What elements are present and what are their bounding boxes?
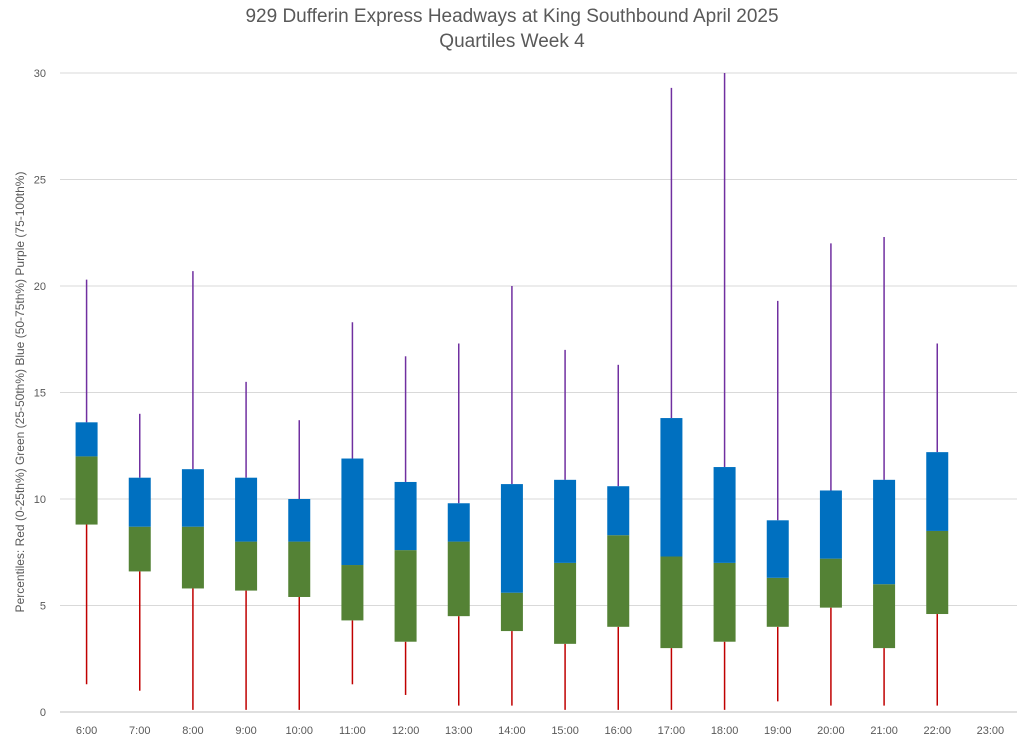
x-tick-label: 11:00 (339, 725, 366, 737)
lower-box (766, 577, 789, 627)
box-1200 (394, 356, 417, 695)
y-tick-label: 10 (34, 494, 46, 506)
lower-box (819, 558, 842, 608)
boxes (75, 73, 949, 710)
upper-box (873, 479, 896, 585)
y-axis-ticks: 0 5 10 15 20 25 30 (34, 68, 46, 719)
chart-subtitle: Quartiles Week 4 (439, 31, 585, 52)
box-1900 (766, 300, 789, 702)
x-tick-label: 15:00 (551, 725, 579, 737)
box-1100 (341, 322, 364, 685)
box-2200 (926, 343, 949, 706)
box-2000 (819, 243, 842, 706)
lower-box (607, 535, 630, 627)
upper-box (607, 486, 630, 536)
x-tick-label: 10:00 (285, 725, 313, 737)
lower-box (660, 556, 683, 649)
upper-box (447, 503, 470, 542)
upper-box (713, 467, 736, 563)
box-1400 (500, 286, 523, 706)
lower-box (713, 562, 736, 642)
y-tick-label: 5 (40, 601, 46, 613)
box-600 (75, 279, 98, 685)
box-2100 (873, 237, 896, 706)
upper-box (500, 484, 523, 593)
lower-box (394, 550, 417, 642)
y-axis-title: Percentiles: Red (0-25th%) Green (25-50t… (13, 172, 27, 613)
lower-box (181, 526, 204, 589)
upper-box (394, 481, 417, 551)
upper-box (235, 477, 258, 542)
x-tick-label: 12:00 (392, 725, 420, 737)
upper-box (128, 477, 151, 527)
x-tick-label: 13:00 (445, 725, 473, 737)
upper-box (341, 458, 364, 566)
box-1500 (554, 349, 577, 710)
box-1000 (288, 420, 311, 710)
box-800 (181, 271, 204, 710)
x-tick-label: 19:00 (764, 725, 792, 737)
lower-box (554, 562, 577, 644)
x-tick-label: 9:00 (235, 725, 256, 737)
x-tick-label: 17:00 (658, 725, 686, 737)
lower-box (500, 592, 523, 632)
box-1300 (447, 343, 470, 706)
x-tick-label: 8:00 (182, 725, 203, 737)
chart-title-block: 929 Dufferin Express Headways at King So… (0, 4, 1024, 54)
box-1800 (713, 73, 736, 710)
x-axis-ticks: 6:00 7:00 8:00 9:00 10:00 11:00 12:00 13:00 14:0… (76, 725, 1004, 737)
lower-box (926, 530, 949, 615)
upper-box (766, 520, 789, 578)
y-tick-label: 20 (34, 281, 46, 293)
x-tick-label: 16:00 (604, 725, 632, 737)
upper-box (660, 418, 683, 557)
lower-box (235, 541, 258, 591)
lower-box (288, 541, 311, 597)
upper-box (926, 452, 949, 531)
x-tick-label: 22:00 (923, 725, 951, 737)
lower-box (341, 565, 364, 621)
y-tick-label: 30 (34, 68, 46, 80)
x-tick-label: 18:00 (711, 725, 739, 737)
box-900 (235, 381, 258, 710)
lower-box (873, 584, 896, 649)
lower-box (447, 541, 470, 617)
upper-box (75, 422, 98, 457)
x-tick-label: 6:00 (76, 725, 97, 737)
x-tick-label: 7:00 (129, 725, 150, 737)
upper-box (288, 499, 311, 542)
y-tick-label: 15 (34, 388, 46, 400)
gridlines (60, 72, 1017, 713)
x-tick-label: 14:00 (498, 725, 526, 737)
x-tick-label: 23:00 (977, 725, 1005, 737)
box-1600 (607, 364, 630, 710)
box-700 (128, 413, 151, 691)
x-tick-label: 20:00 (817, 725, 845, 737)
lower-box (128, 526, 151, 572)
box-1700 (660, 87, 683, 710)
lower-box (75, 456, 98, 525)
upper-box (819, 490, 842, 559)
y-tick-label: 25 (34, 175, 46, 187)
x-tick-label: 21:00 (870, 725, 898, 737)
upper-box (181, 469, 204, 527)
chart-title: 929 Dufferin Express Headways at King So… (245, 6, 779, 27)
upper-box (554, 479, 577, 563)
y-tick-label: 0 (40, 707, 46, 719)
